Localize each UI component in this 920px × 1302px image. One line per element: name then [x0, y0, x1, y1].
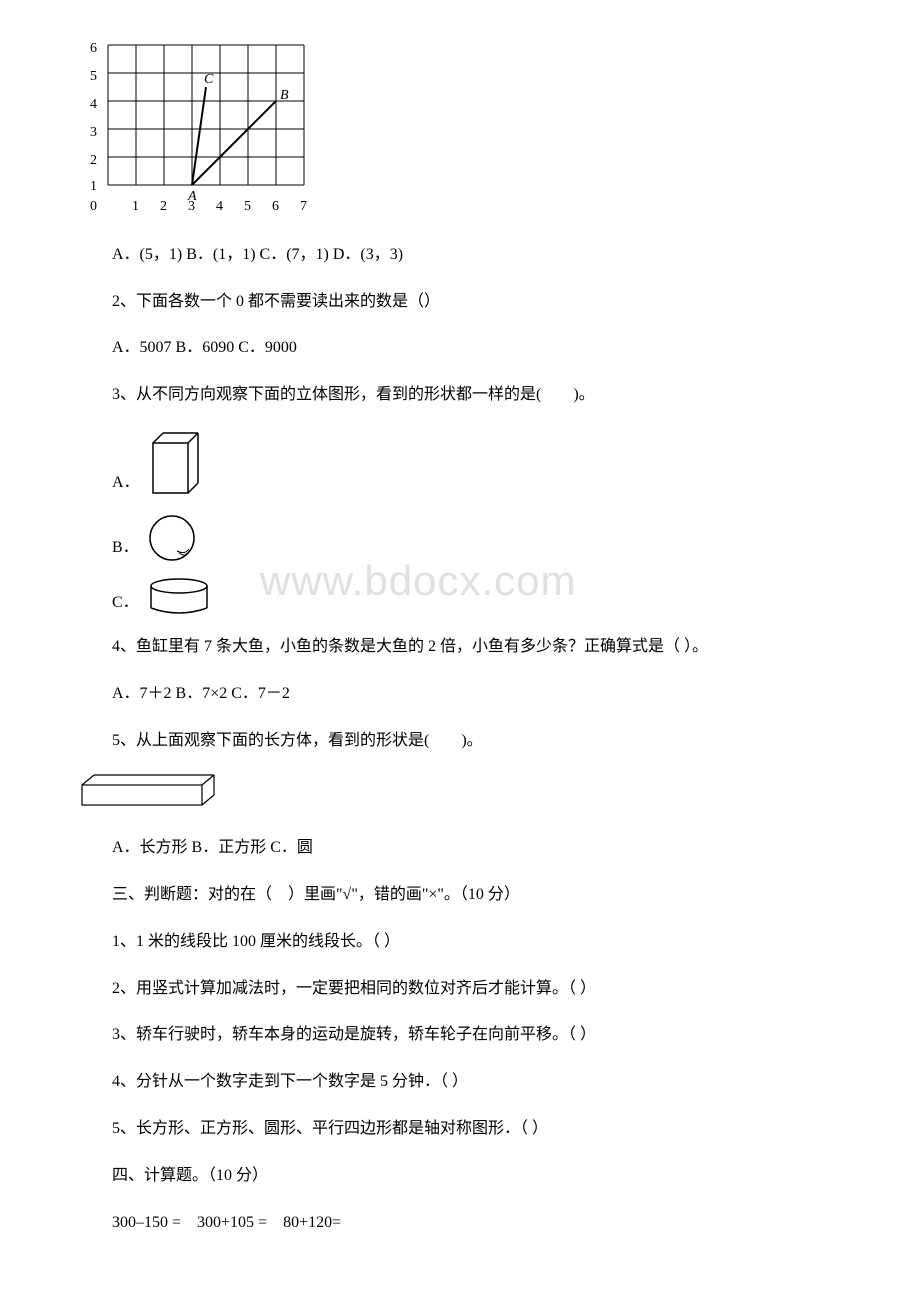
- q5-shape: [80, 773, 840, 819]
- point-c-label: C: [204, 72, 214, 87]
- svg-text:2: 2: [90, 153, 97, 168]
- svg-text:2: 2: [160, 199, 167, 214]
- svg-text:3: 3: [90, 125, 97, 140]
- svg-text:5: 5: [90, 69, 97, 84]
- svg-text:6: 6: [272, 199, 279, 214]
- section3-title: 三、判断题：对的在（ ）里画"√"，错的画"×"。（10 分）: [80, 881, 840, 910]
- q3-option-a: A．: [112, 428, 840, 498]
- q5-text: 5、从上面观察下面的长方体，看到的形状是( )。: [80, 727, 840, 756]
- cylinder-icon: [147, 578, 212, 618]
- q3-text: 3、从不同方向观察下面的立体图形，看到的形状都一样的是( )。: [80, 381, 840, 410]
- rect-prism-icon: [80, 773, 225, 808]
- point-b-label: B: [280, 88, 289, 103]
- q1-options: A．(5，1) B．(1，1) C．(7，1) D．(3，3): [80, 241, 840, 270]
- q2-text: 2、下面各数一个 0 都不需要读出来的数是（）: [80, 288, 840, 317]
- judge5: 5、长方形、正方形、圆形、平行四边形都是轴对称图形．（ ）: [80, 1115, 840, 1144]
- svg-text:3: 3: [188, 199, 195, 214]
- x-axis-labels: 0 1 2 3 4 5 6 7: [90, 199, 307, 214]
- svg-text:0: 0: [90, 199, 97, 214]
- q3-option-b: B．: [112, 513, 840, 563]
- judge1: 1、1 米的线段比 100 厘米的线段长。（ ）: [80, 928, 840, 957]
- judge2: 2、用竖式计算加减法时，一定要把相同的数位对齐后才能计算。（ ）: [80, 975, 840, 1004]
- svg-text:7: 7: [300, 199, 307, 214]
- y-axis-labels: 6 5 4 3 2 1: [90, 41, 97, 194]
- cuboid-icon: [148, 428, 203, 498]
- calc-row: 300–150 = 300+105 = 80+120=: [80, 1209, 840, 1238]
- judge4: 4、分针从一个数字走到下一个数字是 5 分钟．（ ）: [80, 1068, 840, 1097]
- svg-text:4: 4: [90, 97, 97, 112]
- q4-options: A．7＋2 B．7×2 C．7－2: [80, 680, 840, 709]
- svg-text:6: 6: [90, 41, 97, 56]
- svg-text:1: 1: [90, 179, 97, 194]
- q4-text-content: 4、鱼缸里有 7 条大鱼，小鱼的条数是大鱼的 2 倍，小鱼有多少条？正确算式是（…: [112, 638, 708, 655]
- svg-text:4: 4: [216, 199, 223, 214]
- sphere-icon: [147, 513, 197, 563]
- q2-options: A．5007 B．6090 C．9000: [80, 334, 840, 363]
- judge3: 3、轿车行驶时，轿车本身的运动是旋转，轿车轮子在向前平移。（ ）: [80, 1021, 840, 1050]
- q3-optb-label: B．: [112, 534, 139, 563]
- q4-text: 4、鱼缸里有 7 条大鱼，小鱼的条数是大鱼的 2 倍，小鱼有多少条？正确算式是（…: [80, 633, 840, 662]
- q5-options: A．长方形 B．正方形 C．圆: [80, 834, 840, 863]
- q3-opta-label: A．: [112, 469, 140, 498]
- chart-lines: [192, 87, 276, 185]
- grid-lines: [108, 45, 304, 185]
- section4-title: 四、计算题。（10 分）: [80, 1162, 840, 1191]
- coordinate-grid: A B C 6 5 4 3 2 1 0 1 2 3 4 5 6 7: [80, 40, 840, 226]
- svg-text:1: 1: [132, 199, 139, 214]
- q3-optc-label: C．: [112, 589, 139, 618]
- q3-option-c: C．: [112, 578, 840, 618]
- svg-text:5: 5: [244, 199, 251, 214]
